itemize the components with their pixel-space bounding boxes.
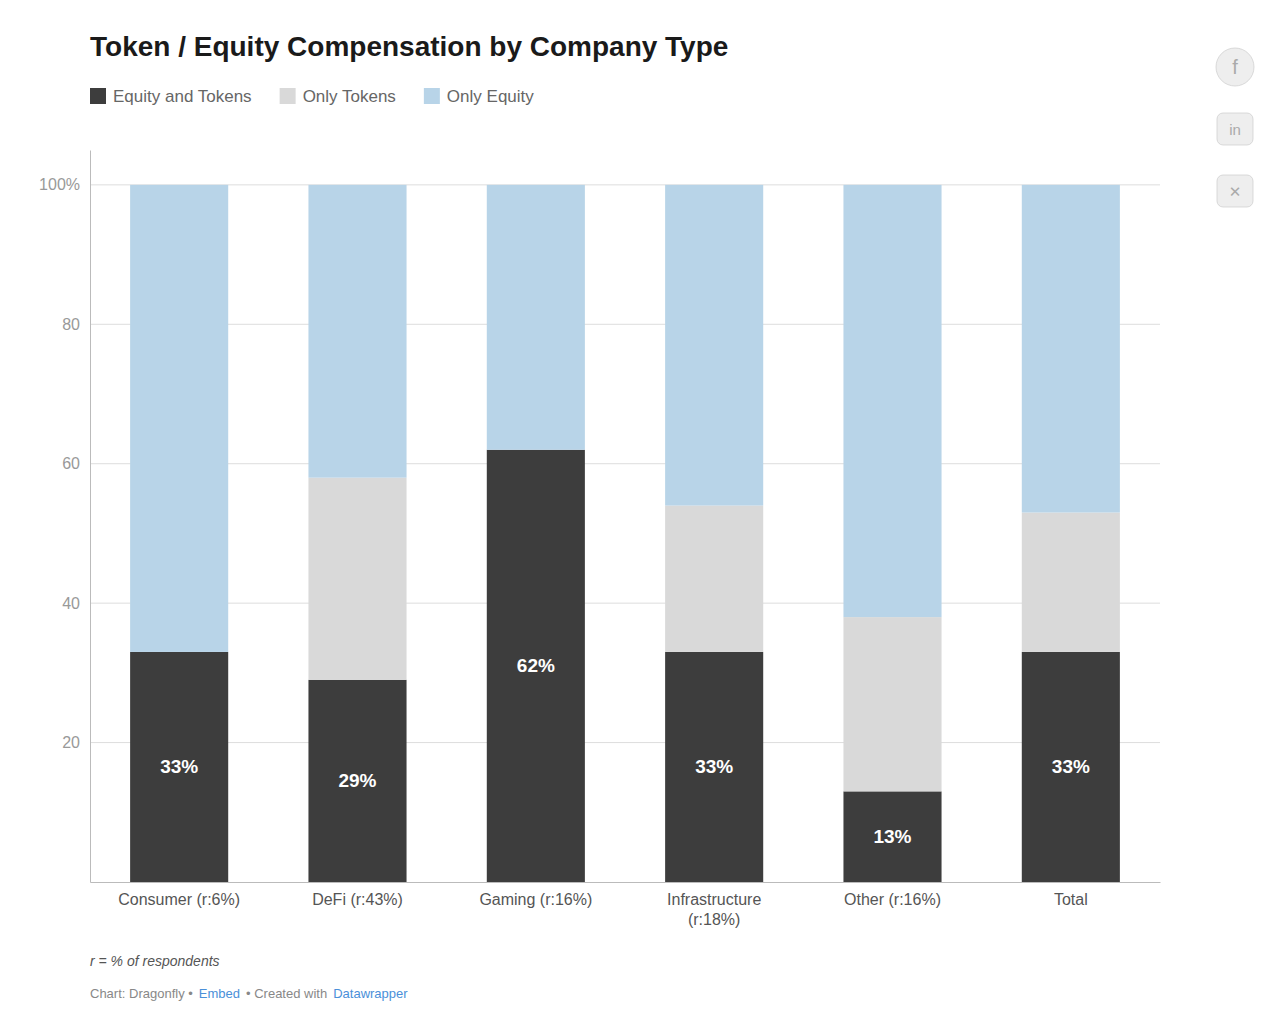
y-tick-label: 40 xyxy=(62,595,80,612)
legend-swatch xyxy=(90,88,106,104)
x-tick-label: Other (r:16%) xyxy=(844,891,941,908)
y-tick: 20 xyxy=(62,734,90,751)
bars xyxy=(130,185,1120,882)
bar xyxy=(843,617,941,791)
bar xyxy=(1022,513,1120,652)
legend-item: Equity and Tokens xyxy=(90,87,252,106)
legend-swatch xyxy=(280,88,296,104)
y-axis-line xyxy=(90,151,91,883)
bar xyxy=(1022,185,1120,513)
bar xyxy=(308,478,406,680)
credit-text: Chart: Dragonfly • xyxy=(90,986,193,1001)
x-tick: Consumer (r:6%) xyxy=(118,891,240,908)
grid-line xyxy=(90,324,1160,325)
credit-link: Datawrapper xyxy=(333,986,408,1001)
icon-label: ✕ xyxy=(1229,183,1242,200)
x-tick: Infrastructure(r:18%) xyxy=(667,891,761,927)
y-tick: 60 xyxy=(62,455,90,472)
series xyxy=(130,185,1120,652)
data-labels: 33% 29% 62% 33% 13% 33% xyxy=(160,655,1090,847)
bar xyxy=(130,652,228,882)
bar xyxy=(665,506,763,652)
footnote: r = % of respondents xyxy=(90,953,220,969)
x-tick: Total xyxy=(1054,891,1088,908)
bar xyxy=(665,185,763,506)
data-label: 13% xyxy=(873,826,911,847)
grid xyxy=(90,185,1160,743)
legend-label: Only Equity xyxy=(447,87,534,106)
x-tick: Other (r:16%) xyxy=(844,891,941,908)
grid-line xyxy=(90,603,1160,604)
bar xyxy=(843,791,941,882)
series xyxy=(308,478,1119,792)
legend-label: Equity and Tokens xyxy=(113,87,252,106)
icon-background xyxy=(1216,48,1254,86)
y-tick: 80 xyxy=(62,316,90,333)
x-tick-label: DeFi (r:43%) xyxy=(312,891,403,908)
y-tick-label: 60 xyxy=(62,455,80,472)
x-tick: DeFi (r:43%) xyxy=(312,891,403,908)
grid-line xyxy=(90,742,1160,743)
icon-background xyxy=(1217,113,1253,145)
grid-line xyxy=(90,184,1160,185)
bar xyxy=(130,185,228,652)
chart: Token / Equity Compensation by Company T… xyxy=(0,0,1280,1032)
icon-label: f xyxy=(1232,56,1238,78)
bar xyxy=(843,185,941,617)
bar xyxy=(308,680,406,882)
credit-line: Chart: Dragonfly • Embed • Created with Dat… xyxy=(90,986,408,1001)
legend: Equity and Tokens Only Tokens Only Equity xyxy=(90,87,534,106)
social-icon: ✕ xyxy=(1217,175,1253,207)
data-label: 33% xyxy=(695,756,733,777)
y-tick: 40 xyxy=(62,595,90,612)
bar xyxy=(487,185,585,450)
x-tick-label: Gaming (r:16%) xyxy=(479,891,592,908)
grid-line xyxy=(90,463,1160,464)
data-label: 33% xyxy=(160,756,198,777)
icon-background xyxy=(1217,175,1253,207)
x-tick: Gaming (r:16%) xyxy=(479,891,592,908)
bar xyxy=(665,652,763,882)
bar xyxy=(487,450,585,882)
title: Token / Equity Compensation by Company T… xyxy=(90,31,728,62)
x-tick-label: Consumer (r:6%) xyxy=(118,891,240,908)
credit-link: Embed xyxy=(199,986,240,1001)
data-label: 29% xyxy=(338,770,376,791)
bar xyxy=(1022,652,1120,882)
series xyxy=(130,450,1120,882)
x-tick-label: Infrastructure(r:18%) xyxy=(667,891,761,927)
y-tick-label: 100% xyxy=(39,176,80,193)
y-tick-label: 80 xyxy=(62,316,80,333)
annotations: r = % of respondents Chart: Dragonfly • Em… xyxy=(90,48,1254,1001)
credit-text: • Created with xyxy=(246,986,327,1001)
y-axis: 20 40 60 80 100% xyxy=(39,151,90,883)
social-icon: f xyxy=(1216,48,1254,86)
y-tick-label: 20 xyxy=(62,734,80,751)
legend-item: Only Equity xyxy=(424,87,534,106)
legend-label: Only Tokens xyxy=(303,87,396,106)
plot: 33% 29% 62% 33% 13% 33% 20 40 60 80 100% Consumer (… xyxy=(39,151,1160,928)
y-tick: 100% xyxy=(39,176,90,193)
legend-swatch xyxy=(424,88,440,104)
x-tick-label: Total xyxy=(1054,891,1088,908)
legend-item: Only Tokens xyxy=(280,87,396,106)
social-icon: in xyxy=(1217,113,1253,145)
x-axis-line xyxy=(91,882,1161,883)
data-label: 62% xyxy=(517,655,555,676)
bar xyxy=(308,185,406,478)
data-label: 33% xyxy=(1052,756,1090,777)
icon-label: in xyxy=(1229,121,1241,138)
x-axis: Consumer (r:6%) DeFi (r:43%) Gaming (r:16%… xyxy=(91,883,1161,928)
